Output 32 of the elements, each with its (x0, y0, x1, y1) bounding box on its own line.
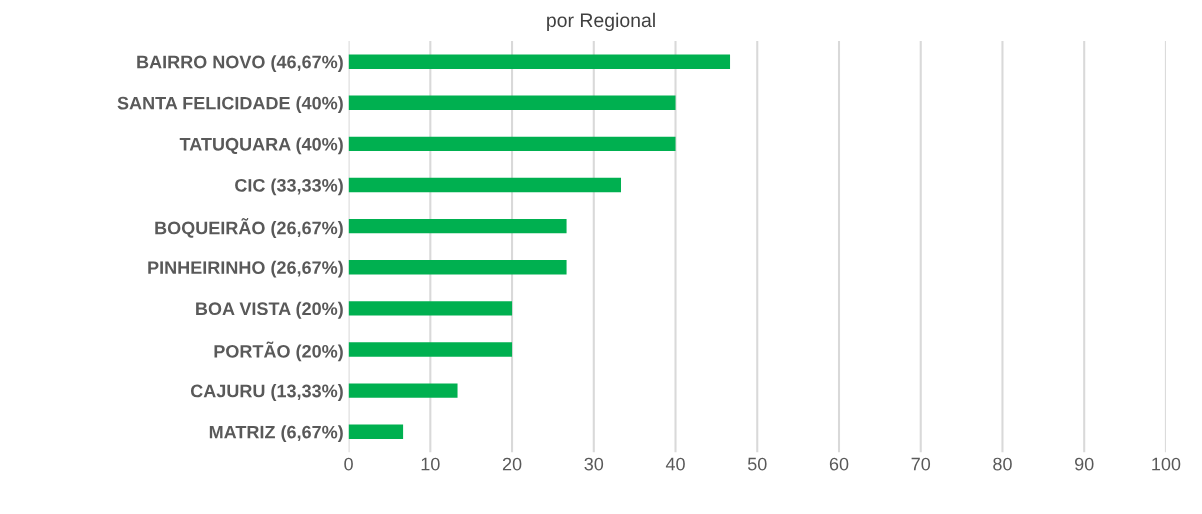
y-tick-label: PORTÃO (20%) (214, 341, 343, 362)
bar (348, 218, 567, 234)
y-tick-label: CIC (33,33%) (235, 178, 343, 196)
y-tick-label: MATRIZ (6,67%) (209, 425, 343, 443)
y-tick-label: BOQUEIRÃO (26,67%) (155, 218, 343, 238)
y-tick-label: BAIRRO NOVO (46,67%) (137, 55, 343, 72)
bar (348, 342, 513, 357)
chart-title: por Regional (547, 12, 655, 31)
y-tick-label: SANTA FELICIDADE (40%) (117, 96, 343, 114)
bar (348, 424, 404, 439)
bar (348, 177, 622, 193)
x-tick-label: 40 (665, 457, 685, 471)
x-tick-label: 0 (344, 457, 353, 471)
x-tick-label: 100 (1152, 457, 1181, 471)
x-tick-label: 70 (911, 457, 931, 471)
x-tick-label: 20 (502, 457, 522, 471)
y-tick-label: PINHEIRINHO (26,67%) (148, 260, 343, 278)
bar (348, 136, 676, 152)
x-tick-label: 60 (829, 457, 849, 471)
x-tick-label: 30 (584, 457, 604, 471)
y-tick-label: CAJURU (13,33%) (190, 384, 343, 401)
y-tick-label: TATUQUARA (40%) (179, 137, 343, 155)
bar (348, 301, 513, 316)
x-tick-label: 80 (993, 457, 1012, 471)
bar (348, 54, 731, 69)
x-tick-label: 10 (421, 457, 440, 471)
bar (348, 383, 458, 398)
bar (348, 260, 567, 275)
x-tick-label: 90 (1075, 457, 1094, 471)
x-tick-label: 50 (747, 457, 767, 471)
y-tick-label: BOA VISTA (20%) (196, 301, 343, 319)
bar (348, 95, 676, 110)
